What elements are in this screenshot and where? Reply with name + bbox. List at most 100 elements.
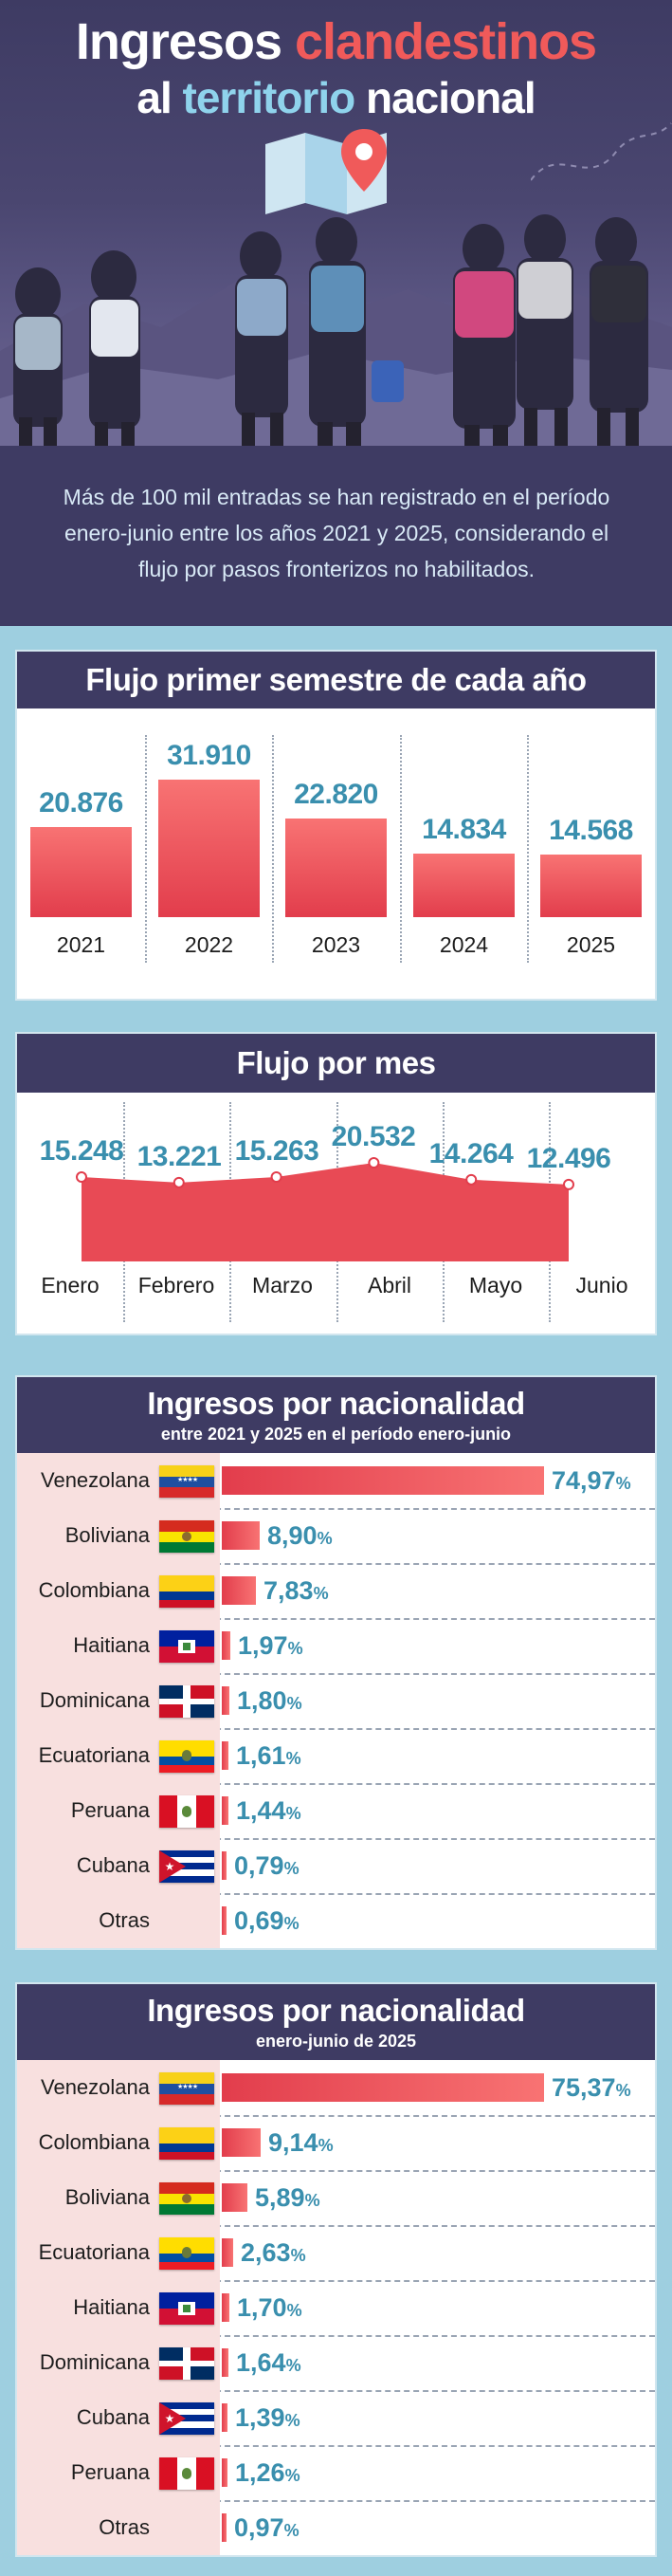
- nationality-label: Ecuatoriana: [38, 1743, 150, 1767]
- row-label-cell: [17, 1893, 220, 1948]
- nationality-row: Dominicana 1,64%: [17, 2335, 655, 2392]
- nationality-bar: [222, 2183, 247, 2212]
- percent-sign: %: [286, 2301, 302, 2320]
- card-header: Ingresos por nacionalidad enero-junio de…: [17, 1984, 655, 2060]
- area-series: [82, 1163, 569, 1261]
- column-divider: [400, 735, 402, 963]
- title-word: al: [136, 73, 172, 122]
- percent-value: 2,63: [241, 2238, 291, 2267]
- card-header: Flujo por mes: [17, 1034, 655, 1093]
- data-point: [270, 1171, 282, 1184]
- flag-stripe: [183, 2305, 191, 2312]
- row-label-cell: [17, 2500, 220, 2555]
- year-bar: [30, 827, 132, 917]
- migrants-photo: [13, 214, 648, 469]
- flag-stripe: [159, 2152, 214, 2160]
- nationality-bar: [222, 2513, 227, 2542]
- bar-value-label: 0,69%: [234, 1893, 300, 1948]
- chart-subtitle: enero-junio de 2025: [255, 2032, 417, 2051]
- nationality-label: Colombiana: [38, 1578, 150, 1602]
- year-bar: [158, 780, 260, 917]
- x-tick-label: Febrero: [137, 1273, 215, 1297]
- peru-flag-icon: [159, 2457, 214, 2490]
- data-point: [563, 1178, 574, 1190]
- bar-value-label: 14.834: [422, 814, 506, 845]
- bar-value-label: 1,26%: [235, 2445, 300, 2500]
- flag-stripe: [159, 2428, 214, 2435]
- flag-stripe: [182, 1806, 191, 1817]
- flag-stripe: [159, 2084, 214, 2094]
- nationality-label: Peruana: [70, 2460, 150, 2484]
- bar-value-label: 0,79%: [234, 1838, 300, 1893]
- data-point: [465, 1173, 478, 1186]
- percent-sign: %: [615, 1474, 631, 1493]
- bar-value-label: 2,63%: [241, 2225, 306, 2280]
- nationality-label: Boliviana: [64, 2185, 150, 2209]
- cuba-flag-icon: ★: [159, 1850, 214, 1883]
- monthly-flow-card: Flujo por mes 15.248 Enero 13.221 Febrero 15…: [15, 1032, 657, 1335]
- percent-sign: %: [313, 1584, 329, 1603]
- percent-sign: %: [284, 2411, 300, 2430]
- point-value-label: 13.221: [136, 1141, 222, 1172]
- flag-stripe: [159, 1487, 214, 1498]
- bar-value-label: 5,89%: [255, 2170, 320, 2225]
- nationality-bar-chart: Venezolana ★★★★ 74,97% Boliviana 8,90% Colomb…: [17, 1453, 655, 1948]
- x-tick-label: 2022: [184, 932, 234, 957]
- nationality-row: Colombiana 9,14%: [17, 2115, 655, 2172]
- title-word: nacional: [366, 73, 536, 122]
- bar-value-label: 1,70%: [237, 2280, 302, 2335]
- nationality-bar: [222, 2403, 227, 2432]
- x-tick-label: Junio: [575, 1273, 628, 1297]
- flag-stripe: [159, 1876, 214, 1883]
- nationality-bar: [222, 2073, 544, 2102]
- chart-subtitle: entre 2021 y 2025 en el período enero-ju…: [160, 1425, 512, 1444]
- percent-value: 0,97: [234, 2513, 284, 2542]
- nationality-bar-chart: Venezolana ★★★★ 75,37% Colombiana 9,14% Boliv…: [17, 2060, 655, 2555]
- bar-value-label: 1,80%: [237, 1673, 302, 1728]
- data-point: [76, 1171, 87, 1184]
- flag-stripe: ★: [164, 1860, 175, 1873]
- nationality-bar: [222, 1466, 544, 1495]
- nationality-row: Cubana ★ 1,39%: [17, 2390, 655, 2447]
- nationality-row: Peruana 1,26%: [17, 2445, 655, 2502]
- bar-value-label: 14.568: [549, 815, 633, 846]
- nationality-bar: [222, 1521, 260, 1550]
- percent-sign: %: [615, 2081, 631, 2100]
- nationality-bar: [222, 1631, 230, 1660]
- percent-sign: %: [285, 1749, 301, 1768]
- bar-value-label: 9,14%: [268, 2115, 334, 2170]
- intro-text: Más de 100 mil entradas se han registrad…: [63, 485, 610, 581]
- percent-sign: %: [284, 2466, 300, 2485]
- x-tick-label: Mayo: [468, 1273, 523, 1297]
- map-pin-icon: [265, 129, 387, 214]
- flag-stripe: [159, 1600, 214, 1608]
- x-tick-label: 2023: [311, 932, 361, 957]
- cuba-flag-icon: ★: [159, 2402, 214, 2435]
- nationality-bar: [222, 1741, 228, 1770]
- yearly-bar-chart: 20.876 2021 31.910 2022 22.820 2023 14.834 2024…: [17, 708, 655, 999]
- percent-value: 9,14: [268, 2128, 318, 2157]
- data-point: [368, 1157, 380, 1168]
- flag-stripe: [159, 1647, 214, 1663]
- flag-stripe: [159, 1740, 214, 1757]
- percent-sign: %: [290, 2246, 306, 2265]
- flag-stripe: [196, 2457, 214, 2490]
- flag-stripe: [159, 2292, 214, 2309]
- percent-sign: %: [283, 1859, 300, 1878]
- bar-value-label: 8,90%: [267, 1508, 333, 1563]
- flag-stripe: [182, 2247, 191, 2258]
- nationality-bar: [222, 1796, 228, 1825]
- nationality-label: Peruana: [70, 1798, 150, 1822]
- flag-stripe: ★★★★: [177, 2084, 198, 2090]
- flag-stripe: [191, 2347, 214, 2361]
- flag-stripe: [182, 1532, 191, 1541]
- flag-stripe: [159, 2094, 214, 2105]
- percent-sign: %: [317, 1529, 333, 1548]
- nationality-bar: [222, 1851, 227, 1880]
- peru-flag-icon: [159, 1795, 214, 1828]
- nationality-row: Haitiana 1,70%: [17, 2280, 655, 2337]
- flag-stripe: [159, 2237, 214, 2254]
- nationality-label: Otras: [99, 1908, 150, 1932]
- percent-value: 1,61: [236, 1741, 286, 1770]
